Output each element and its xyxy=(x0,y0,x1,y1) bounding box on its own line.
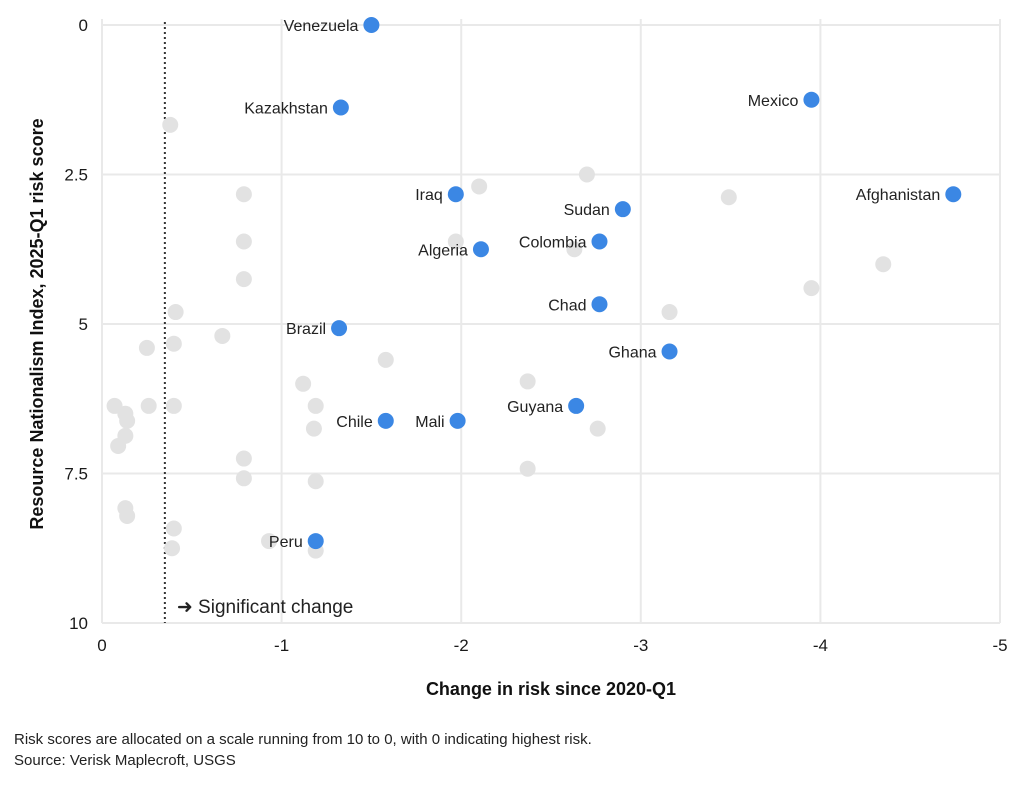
label-peru: Peru xyxy=(269,534,303,551)
point-labels: Venezuela Kazakhstan Mexico Iraq Afghanistan… xyxy=(244,18,940,551)
point-sudan xyxy=(614,201,631,218)
label-sudan: Sudan xyxy=(564,202,610,219)
background-point xyxy=(138,339,155,356)
label-chile: Chile xyxy=(336,414,373,431)
background-point xyxy=(377,351,394,368)
y-tick-label: 2.5 xyxy=(64,166,88,185)
point-kazakhstan xyxy=(332,99,349,116)
background-point xyxy=(235,271,252,288)
label-mexico: Mexico xyxy=(748,93,799,110)
background-point xyxy=(307,397,324,414)
y-tick-label: 5 xyxy=(79,315,88,334)
background-point xyxy=(165,397,182,414)
x-tick-label: -3 xyxy=(633,636,648,655)
label-afghanistan: Afghanistan xyxy=(856,187,941,204)
x-tick-label: 0 xyxy=(97,636,106,655)
label-kazakhstan: Kazakhstan xyxy=(244,101,328,118)
y-tick-label: 0 xyxy=(79,16,88,35)
y-tick-label: 10 xyxy=(69,614,88,633)
point-algeria xyxy=(472,241,489,258)
background-point xyxy=(295,375,312,392)
highlighted-points xyxy=(307,17,962,550)
point-mali xyxy=(449,412,466,429)
x-axis-title: Change in risk since 2020-Q1 xyxy=(426,679,676,699)
point-ghana xyxy=(661,343,678,360)
background-point xyxy=(235,470,252,487)
point-colombia xyxy=(591,233,608,250)
footer-source: Source: Verisk Maplecroft, USGS xyxy=(14,752,236,769)
background-point xyxy=(167,304,184,321)
point-venezuela xyxy=(363,17,380,33)
grid-lines xyxy=(101,19,1001,624)
label-colombia: Colombia xyxy=(519,234,587,251)
background-point xyxy=(305,420,322,437)
x-tick-label: -2 xyxy=(454,636,469,655)
x-tick-label: -5 xyxy=(992,636,1007,655)
background-point xyxy=(165,335,182,352)
label-algeria: Algeria xyxy=(418,242,468,259)
background-point xyxy=(661,304,678,321)
y-axis-title: Resource Nationalism Index, 2025-Q1 risk… xyxy=(27,118,47,529)
x-tick-label: -4 xyxy=(813,636,828,655)
point-peru xyxy=(307,533,324,550)
background-point xyxy=(235,186,252,203)
label-guyana: Guyana xyxy=(507,399,563,416)
background-point xyxy=(140,397,157,414)
background-point xyxy=(447,233,464,250)
x-axis-ticks: 0 -1 -2 -3 -4 -5 xyxy=(97,636,1007,655)
background-point xyxy=(720,189,737,206)
background-point xyxy=(261,533,278,550)
point-afghanistan xyxy=(945,186,962,203)
background-point xyxy=(165,520,182,537)
background-point xyxy=(471,178,488,195)
label-mali: Mali xyxy=(415,414,444,431)
label-venezuela: Venezuela xyxy=(284,18,359,35)
label-ghana: Ghana xyxy=(608,345,656,362)
background-point xyxy=(803,280,820,297)
point-mexico xyxy=(803,91,820,108)
y-tick-label: 7.5 xyxy=(64,465,88,484)
background-point xyxy=(164,540,181,557)
background-point xyxy=(519,460,536,477)
background-point xyxy=(875,256,892,273)
background-point xyxy=(235,233,252,250)
label-iraq: Iraq xyxy=(415,187,443,204)
significant-change-label: ➜ Significant change xyxy=(177,597,353,618)
background-point xyxy=(307,473,324,490)
background-point xyxy=(119,507,136,524)
footer-note: Risk scores are allocated on a scale run… xyxy=(14,731,592,748)
background-point xyxy=(214,327,231,344)
x-tick-label: -1 xyxy=(274,636,289,655)
background-point xyxy=(589,420,606,437)
background-point xyxy=(519,373,536,390)
scatter-chart: 0 -1 -2 -3 -4 -5 0 2.5 5 7.5 10 ➜ Significant cha… xyxy=(27,16,1008,699)
background-points xyxy=(106,116,892,559)
point-guyana xyxy=(568,397,585,414)
point-chile xyxy=(377,412,394,429)
background-point xyxy=(566,241,583,258)
background-point xyxy=(578,166,595,183)
label-brazil: Brazil xyxy=(286,321,326,338)
point-iraq xyxy=(447,186,464,203)
point-chad xyxy=(591,296,608,313)
background-point xyxy=(119,412,136,429)
label-chad: Chad xyxy=(548,297,586,314)
y-axis-ticks: 0 2.5 5 7.5 10 xyxy=(64,16,88,633)
background-point xyxy=(110,437,127,454)
point-brazil xyxy=(331,320,348,337)
background-point xyxy=(162,116,179,133)
background-point xyxy=(235,450,252,467)
